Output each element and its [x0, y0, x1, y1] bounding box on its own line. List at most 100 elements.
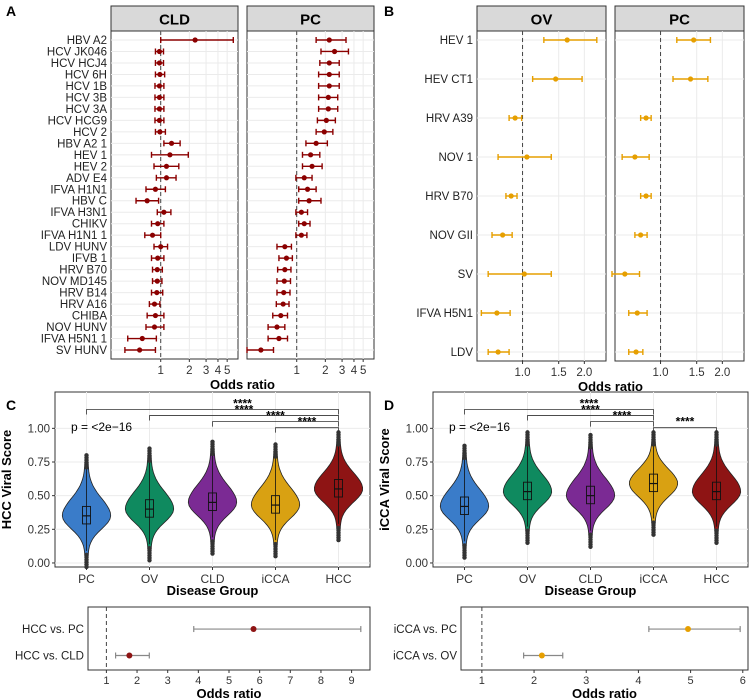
p-value-annotation: p = <2e−16	[449, 420, 510, 434]
significance-bracket	[464, 409, 654, 415]
odds-ratio-point	[157, 129, 163, 135]
y-category-label: HCV 6H	[65, 69, 107, 81]
significance-bracket	[86, 409, 339, 415]
odds-ratio-point	[326, 60, 332, 66]
facet-strip	[476, 5, 607, 32]
y-category-label: LDV	[451, 347, 474, 359]
odds-ratio-point	[326, 37, 332, 43]
odds-ratio-point	[283, 255, 290, 261]
x-axis-title: Disease Group	[545, 583, 637, 598]
box-iqr	[145, 499, 154, 518]
x-tick-label: 1	[479, 675, 485, 687]
odds-ratio-point	[161, 209, 167, 215]
x-tick-label: 9	[349, 675, 355, 687]
y-category-label: iCCA vs. OV	[393, 651, 457, 663]
odds-ratio-point	[684, 626, 691, 633]
y-category-label: HCC vs. CLD	[15, 651, 84, 663]
odds-ratio-point	[632, 154, 638, 160]
odds-ratio-point	[154, 289, 160, 296]
odds-ratio-point	[325, 106, 331, 112]
x-tick-label: 2	[134, 675, 140, 687]
y-tick-label: 0.75	[28, 457, 50, 469]
odds-ratio-point	[152, 312, 159, 319]
significance-stars: ****	[676, 415, 695, 429]
y-category-label: HCV HCJ4	[51, 58, 108, 70]
x-axis-title: Odds ratio	[210, 377, 275, 392]
outlier-point	[714, 540, 719, 545]
y-tick-label: 0.50	[28, 491, 50, 503]
x-tick-label: iCCA	[639, 572, 667, 586]
odds-ratio-point	[298, 209, 304, 215]
odds-ratio-point	[156, 48, 163, 55]
odds-ratio-point	[282, 244, 288, 250]
significance-bracket	[653, 427, 717, 433]
y-category-label: SV	[458, 269, 474, 281]
y-tick-label: 0.50	[406, 491, 428, 503]
x-axis-title: Odds ratio	[572, 686, 637, 699]
odds-ratio-point	[280, 301, 286, 307]
y-tick-label: 1.00	[406, 423, 428, 435]
odds-ratio-point	[258, 347, 264, 353]
y-category-label: HEV 1	[440, 35, 473, 47]
plot-panel	[87, 606, 371, 671]
p-value-annotation: p = <2e−16	[71, 420, 132, 434]
x-tick-label: OV	[519, 572, 536, 586]
y-tick-label: 0.75	[406, 457, 428, 469]
x-tick-label: 4	[635, 675, 641, 687]
odds-ratio-point	[144, 198, 150, 204]
y-category-label: IFVA H5N1 1	[41, 334, 107, 346]
y-category-label: HRV B70	[425, 191, 473, 203]
y-category-label: IFVB 1	[72, 253, 107, 265]
y-category-label: HCC vs. PC	[22, 624, 84, 636]
box-iqr	[460, 496, 469, 515]
odds-ratio-point	[512, 115, 518, 121]
outlier-point	[336, 537, 341, 543]
outlier-point	[273, 442, 278, 447]
y-category-label: HEV 1	[74, 150, 107, 162]
odds-ratio-point	[495, 349, 501, 355]
y-category-label: IFVA H1N1 1	[41, 230, 107, 242]
odds-ratio-point	[301, 175, 307, 181]
y-category-label: HBV A2 1	[57, 138, 107, 150]
outlier-point	[462, 443, 467, 449]
facet-title: PC	[300, 12, 321, 29]
box-iqr	[208, 492, 217, 511]
odds-ratio-point	[331, 48, 338, 55]
significance-stars: ****	[298, 415, 317, 429]
facet-panel	[246, 30, 375, 360]
y-category-label: IFVA H5N1	[416, 308, 473, 320]
odds-ratio-point	[163, 163, 170, 169]
x-tick-label: 1.5	[689, 367, 705, 379]
outlier-point	[588, 544, 593, 550]
box-iqr	[712, 481, 721, 501]
odds-ratio-point	[306, 198, 312, 204]
odds-ratio-point	[634, 310, 640, 316]
odds-ratio-point	[168, 140, 175, 146]
x-tick-label: 2	[531, 675, 537, 687]
y-category-label: HCV JK046	[47, 46, 107, 58]
y-category-label: NOV GII	[430, 230, 473, 242]
x-tick-label: 5	[226, 675, 232, 687]
box-iqr	[82, 505, 91, 525]
x-tick-label: 1	[103, 675, 109, 687]
x-tick-label: iCCA	[261, 572, 289, 586]
odds-ratio-point	[643, 115, 649, 121]
y-tick-label: 0.00	[28, 558, 50, 570]
x-tick-label: 2.0	[714, 367, 730, 379]
y-tick-label: 0.00	[406, 558, 428, 570]
y-category-label: SV HUNV	[56, 345, 107, 357]
x-tick-label: 3	[583, 675, 589, 687]
significance-stars: ****	[235, 403, 254, 417]
odds-ratio-point	[323, 117, 329, 123]
y-category-label: ADV E4	[66, 173, 108, 185]
odds-ratio-point	[494, 310, 500, 316]
facet-panel	[110, 30, 239, 360]
odds-ratio-point	[313, 140, 319, 146]
box-iqr	[649, 473, 658, 493]
significance-bracket	[590, 421, 654, 427]
x-tick-label: 4	[195, 675, 201, 687]
y-category-label: HCV 3B	[65, 92, 107, 104]
x-tick-label: 3	[339, 365, 345, 377]
odds-ratio-point	[553, 76, 559, 82]
